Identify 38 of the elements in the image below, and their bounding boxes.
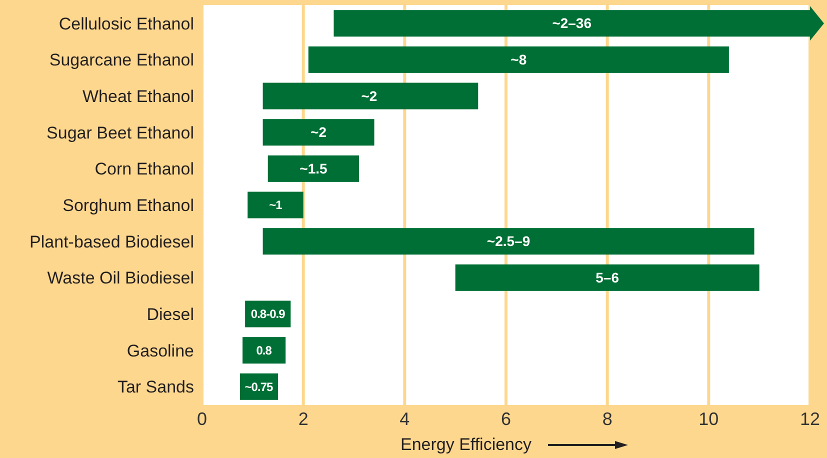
bar [242,337,286,364]
x-tick-label: 10 [698,409,719,429]
bar [262,228,754,255]
annotation: ~2 [361,88,378,104]
x-tick-label: 4 [400,409,410,429]
bar [248,192,304,218]
y-tick-label: Corn Ethanol [94,160,194,179]
y-tick-label: Gasoline [126,341,194,360]
annotation: ~2–36 [552,15,592,32]
annotation: 0.8-0.9 [250,307,286,322]
x-tick-label: 8 [602,409,612,429]
bar [308,46,729,73]
annotation: ~8 [510,52,527,68]
y-tick-label: Sugar Beet Ethanol [46,123,194,142]
bar [262,119,374,146]
y-tick-label: Wheat Ethanol [82,86,194,106]
y-tick-label: Cellulosic Ethanol [58,14,194,34]
x-tick-label: 6 [500,409,512,429]
x-tick-label: 0 [196,409,208,429]
bar [455,264,760,291]
annotation: ~2.5–9 [486,233,530,250]
y-tick-label: Sorghum Ethanol [62,196,194,215]
annotation: 5–6 [596,270,620,286]
y-tick-label: Sugarcane Ethanol [49,50,194,70]
y-tick-label: Diesel [146,304,194,324]
x-tick-label: 12 [800,409,820,429]
bar [268,155,360,182]
annotation: ~1 [269,198,283,212]
x-tick-label: 2 [298,409,308,429]
annotation: ~1.5 [300,160,328,177]
y-tick-label: Plant-based Biodiesel [30,232,194,252]
x-axis-title: Energy Efficiency [400,435,532,454]
annotation: 0.8 [256,344,272,358]
y-tick-label: Waste Oil Biodiesel [47,268,194,288]
bar [262,82,478,110]
y-tick-label: Tar Sands [117,378,194,397]
annotation: ~0.75 [244,380,274,394]
annotation: ~2 [310,124,327,140]
